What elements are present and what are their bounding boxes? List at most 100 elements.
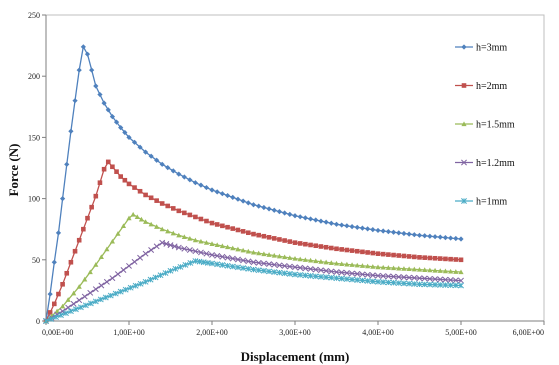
data-point: [427, 255, 433, 261]
data-point: [333, 275, 340, 282]
data-point: [71, 290, 77, 296]
data-point: [276, 262, 283, 269]
data-point: [411, 266, 417, 272]
data-point: [250, 266, 257, 273]
data-point: [297, 214, 303, 220]
data-point: [312, 266, 319, 273]
data-point: [137, 144, 143, 150]
data-point: [224, 262, 231, 269]
data-point: [255, 267, 262, 274]
legend-label: h=1mm: [476, 197, 507, 208]
data-point: [57, 312, 64, 319]
y-tick-label: 200: [28, 72, 40, 81]
data-point: [400, 280, 407, 287]
data-point: [292, 213, 298, 219]
data-point: [312, 273, 319, 280]
data-point: [406, 274, 413, 281]
data-point: [307, 272, 314, 279]
data-point: [87, 289, 94, 296]
data-point: [386, 252, 391, 257]
data-point: [339, 261, 345, 267]
data-point: [401, 253, 407, 259]
data-point: [87, 269, 93, 275]
data-point: [181, 245, 188, 252]
data-point: [113, 119, 120, 125]
data-point: [375, 227, 381, 234]
data-point: [127, 284, 134, 291]
data-point: [93, 193, 99, 199]
data-point: [171, 243, 178, 250]
data-point: [437, 281, 444, 288]
data-point: [343, 276, 350, 283]
data-point: [458, 277, 464, 284]
data-point: [142, 250, 149, 257]
data-point: [292, 271, 298, 278]
data-point: [60, 281, 65, 287]
data-point: [203, 250, 210, 257]
data-point: [97, 91, 103, 98]
data-point: [148, 247, 155, 253]
data-point: [234, 264, 241, 271]
data-point: [339, 222, 345, 228]
data-point: [437, 234, 443, 240]
data-point: [67, 308, 74, 315]
data-point: [297, 271, 304, 278]
data-point: [370, 250, 376, 256]
data-point: [177, 263, 184, 270]
data-point: [266, 268, 273, 275]
data-point: [120, 223, 127, 229]
data-point: [432, 234, 438, 240]
data-point: [401, 230, 407, 237]
data-point: [240, 247, 246, 253]
data-point: [224, 254, 231, 261]
data-point: [323, 244, 329, 250]
data-point: [219, 191, 225, 197]
data-point: [359, 263, 366, 268]
data-point: [406, 266, 412, 272]
data-point: [390, 265, 397, 271]
x-axis-title: Displacement (mm): [241, 349, 350, 364]
data-point: [101, 100, 107, 106]
legend-item: h=1.2mm: [455, 158, 515, 169]
data-point: [175, 244, 182, 251]
data-point: [271, 236, 277, 241]
data-point: [328, 260, 334, 265]
data-point: [60, 196, 66, 202]
axes: 0 50 100 150 200 250 0,00E+00 1,00E+00 2,00E+00 3…: [28, 11, 545, 337]
y-tick-label: 50: [32, 256, 40, 265]
data-point: [365, 250, 370, 255]
data-point: [112, 290, 119, 297]
data-point: [214, 222, 220, 227]
data-point: [354, 248, 360, 254]
data-point: [126, 181, 132, 187]
data-point: [235, 227, 241, 233]
data-point: [176, 208, 182, 214]
data-point: [302, 272, 309, 279]
data-point: [256, 203, 262, 209]
data-point: [240, 198, 246, 204]
data-point: [219, 262, 226, 268]
data-point: [411, 281, 418, 287]
data-point: [187, 235, 193, 241]
data-point: [260, 267, 267, 274]
data-point: [51, 259, 57, 265]
data-point: [165, 228, 171, 234]
data-point: [130, 211, 136, 217]
series-h=1.2mm: [43, 239, 464, 324]
data-point: [230, 194, 236, 200]
data-point: [82, 302, 89, 309]
data-point: [54, 308, 60, 314]
data-point: [118, 125, 124, 131]
data-point: [131, 139, 138, 145]
data-point: [396, 230, 402, 236]
data-point: [198, 182, 204, 188]
data-point: [370, 264, 376, 269]
data-point: [266, 261, 273, 268]
data-point: [287, 239, 293, 244]
data-point: [165, 164, 171, 171]
data-point: [214, 261, 221, 268]
data-point: [68, 128, 74, 134]
data-point: [192, 237, 198, 243]
data-point: [98, 282, 105, 289]
